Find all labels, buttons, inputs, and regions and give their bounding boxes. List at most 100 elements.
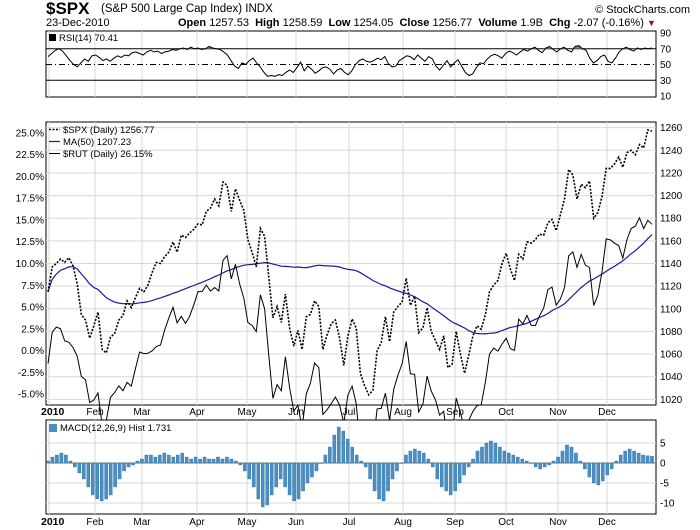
macd-bar	[175, 454, 180, 464]
macd-bar	[95, 462, 99, 500]
macd-x-tick-label: May	[238, 517, 257, 528]
price-left-tick-label: 7.5%	[21, 281, 44, 292]
price-right-tick-label: 1080	[660, 327, 683, 338]
macd-bar	[596, 462, 601, 486]
volume-value: 1.9B	[520, 17, 543, 29]
price-x-tick-label: Apr	[189, 407, 205, 418]
macd-bar	[171, 456, 176, 464]
macd-bar	[520, 458, 525, 464]
quote-date: 23-Dec-2010	[46, 17, 110, 29]
price-right-tick-label: 1020	[660, 395, 683, 406]
macd-bar	[462, 462, 466, 476]
macd-bar	[627, 448, 632, 464]
volume-label: Volume	[478, 17, 518, 29]
index-fullname: (S&P 500 Large Cap Index)	[101, 3, 243, 15]
macd-legend: MACD(12,26,9) Hist 1.731	[60, 423, 171, 434]
rsi-tick-label: 30	[660, 76, 672, 87]
macd-bar	[480, 446, 484, 464]
macd-bar	[82, 462, 86, 480]
macd-tick-label: 5	[660, 439, 666, 450]
macd-bar	[404, 454, 408, 464]
macd-bar	[243, 462, 247, 472]
price-x-tick-label: Feb	[86, 407, 104, 418]
macd-bar	[341, 430, 346, 464]
macd-bar	[395, 462, 399, 472]
price-right-tick-label: 1100	[660, 304, 682, 315]
price-legend: MA(50) 1207.23	[63, 137, 131, 148]
price-left-tick-label: 25.0%	[16, 128, 44, 139]
macd-x-tick-label: Jun	[288, 517, 304, 528]
macd-bar	[426, 458, 431, 464]
macd-bar	[431, 462, 435, 468]
price-legend: $RUT (Daily) 26.15%	[63, 149, 153, 160]
macd-bar	[645, 455, 650, 464]
macd-bar	[542, 462, 547, 468]
macd-bar	[448, 462, 453, 496]
rut-line	[47, 216, 653, 459]
macd-bar	[305, 462, 310, 484]
price-right-tick-label: 1260	[660, 123, 683, 134]
macd-bar	[140, 458, 144, 464]
macd-bar	[332, 434, 337, 464]
macd-bar	[193, 456, 198, 464]
macd-bar	[216, 456, 220, 464]
macd-bar	[439, 462, 444, 488]
macd-bar	[471, 458, 475, 464]
macd-bar	[650, 456, 654, 464]
price-right-tick-label: 1140	[660, 259, 682, 270]
macd-bar	[632, 450, 636, 464]
macd-bar	[301, 462, 305, 492]
macd-bar	[587, 462, 592, 478]
macd-bar	[551, 460, 556, 464]
macd-bar	[234, 460, 238, 464]
macd-bar	[641, 454, 645, 464]
macd-bar	[108, 462, 113, 496]
price-right-tick-label: 1180	[660, 214, 682, 225]
price-x-tick-label: Mar	[133, 407, 151, 418]
macd-x-tick-label: Oct	[498, 517, 514, 528]
macd-bar	[511, 454, 516, 464]
macd-bar	[269, 462, 274, 496]
macd-bar	[189, 458, 193, 464]
macd-bar	[202, 456, 207, 464]
macd-bar	[278, 462, 283, 480]
macd-bar	[609, 462, 614, 470]
price-x-tick-label: Jun	[288, 407, 304, 418]
macd-bar	[50, 456, 55, 464]
macd-bar	[507, 452, 511, 464]
macd-bar	[283, 462, 287, 488]
price-x-tick-label: Sep	[446, 407, 464, 418]
macd-bar	[158, 454, 162, 464]
credit: © StockCharts.com	[595, 4, 690, 16]
macd-bar	[623, 450, 627, 464]
down-arrow-icon: ▼	[646, 18, 656, 28]
macd-bar	[73, 462, 77, 468]
macd-bar	[261, 462, 265, 508]
macd-bar	[238, 462, 243, 466]
price-right-tick-label: 1220	[660, 168, 683, 179]
macd-bar	[484, 442, 489, 464]
price-left-tick-label: 15.0%	[16, 215, 44, 226]
price-left-tick-label: -5.0%	[18, 390, 44, 401]
ma50-line	[47, 234, 653, 335]
macd-bar	[574, 452, 578, 464]
macd-x-tick-label: Dec	[598, 517, 616, 528]
macd-bar	[247, 462, 252, 480]
spx-line	[47, 128, 653, 397]
macd-bar	[184, 456, 189, 464]
macd-bar	[99, 462, 104, 502]
macd-bar	[162, 452, 167, 464]
macd-bar	[583, 462, 587, 470]
macd-bar	[310, 462, 314, 478]
macd-bar	[180, 452, 184, 464]
macd-bar	[538, 462, 542, 470]
macd-bar	[386, 462, 390, 492]
chg-label: Chg	[549, 17, 571, 29]
macd-bar	[90, 462, 95, 496]
macd-bar	[529, 462, 533, 464]
macd-bar	[618, 454, 623, 464]
macd-bar	[592, 462, 596, 484]
macd-x-tick-label: Feb	[86, 517, 104, 528]
macd-bar	[274, 462, 278, 488]
